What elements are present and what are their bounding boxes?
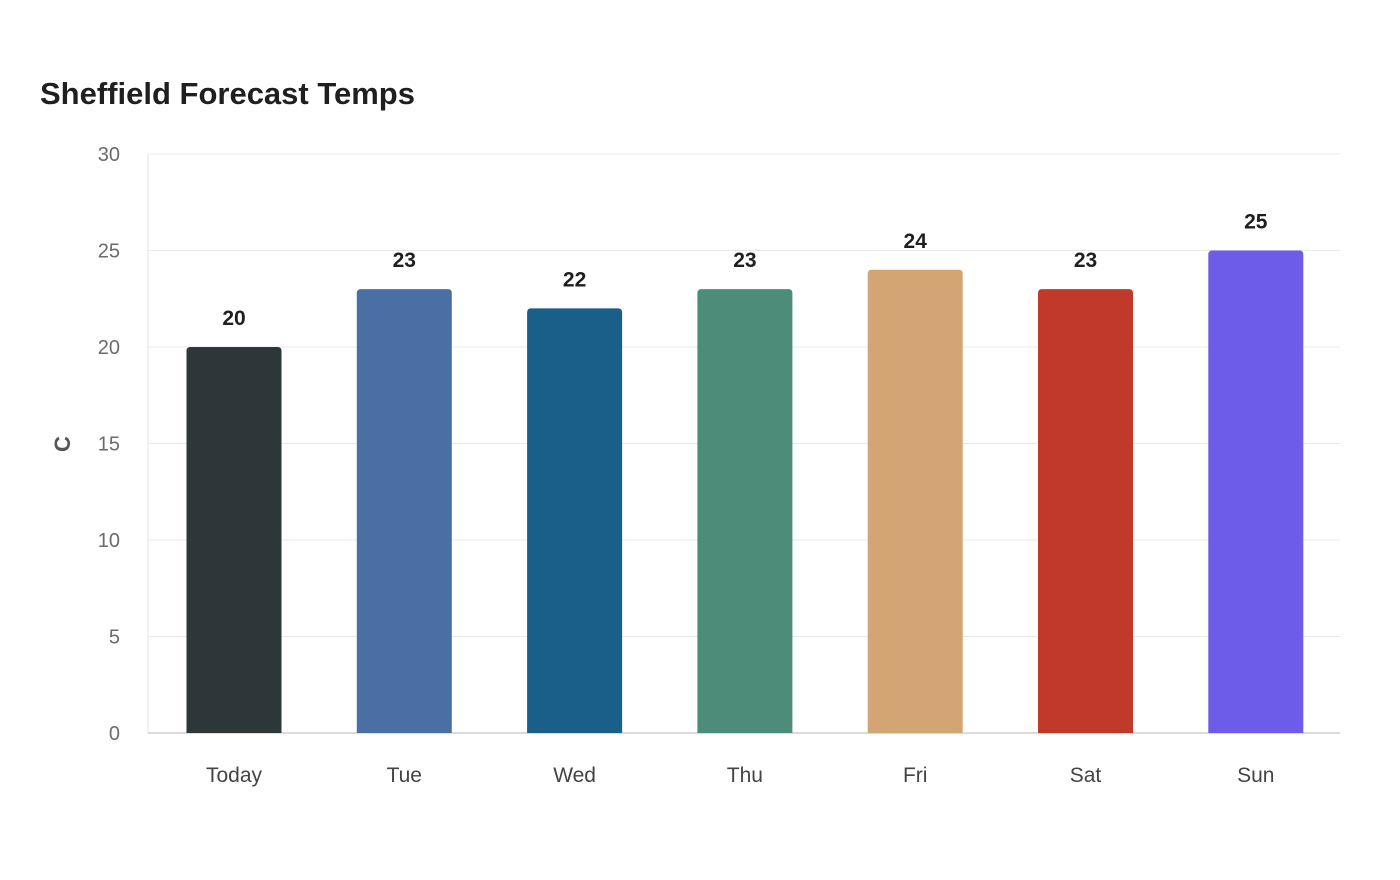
bar-thu [697,289,793,733]
bar-fri [867,269,963,733]
y-tick-label: 25 [98,241,120,263]
x-tick-label-today: Today [206,764,263,787]
x-tick-label-tue: Tue [387,764,422,787]
data-label-wed: 22 [563,268,586,291]
x-tick-label-sun: Sun [1237,764,1274,787]
x-tick-label-sat: Sat [1070,764,1102,787]
data-label-sat: 23 [1074,249,1097,272]
y-axis-ticks: 0 5 10 15 20 25 30 [98,144,120,745]
x-tick-label-wed: Wed [553,764,596,787]
y-tick-label: 0 [109,723,120,745]
bar-sun [1208,250,1304,733]
bar-today [186,347,282,733]
x-tick-label-fri: Fri [903,764,928,787]
bar-sat [1038,289,1133,733]
data-label-sun: 25 [1244,211,1268,234]
y-tick-label: 5 [109,627,120,649]
chart-title: Sheffield Forecast Temps [40,76,415,111]
bar-wed [527,308,623,733]
data-labels: 20 23 22 23 24 23 25 [222,211,1267,331]
data-label-tue: 23 [393,249,416,272]
y-tick-label: 10 [98,530,120,552]
x-tick-label-thu: Thu [727,764,763,787]
y-tick-label: 30 [98,144,120,166]
y-tick-label: 15 [98,434,120,456]
data-label-fri: 24 [904,230,928,253]
bar-tue [356,289,452,733]
data-label-today: 20 [222,307,245,330]
y-tick-label: 20 [98,337,120,359]
x-axis-ticks: Today Tue Wed Thu Fri Sat Sun [206,764,1275,787]
y-axis-title: C [50,436,75,452]
bars [186,250,1304,733]
data-label-thu: 23 [733,249,756,272]
